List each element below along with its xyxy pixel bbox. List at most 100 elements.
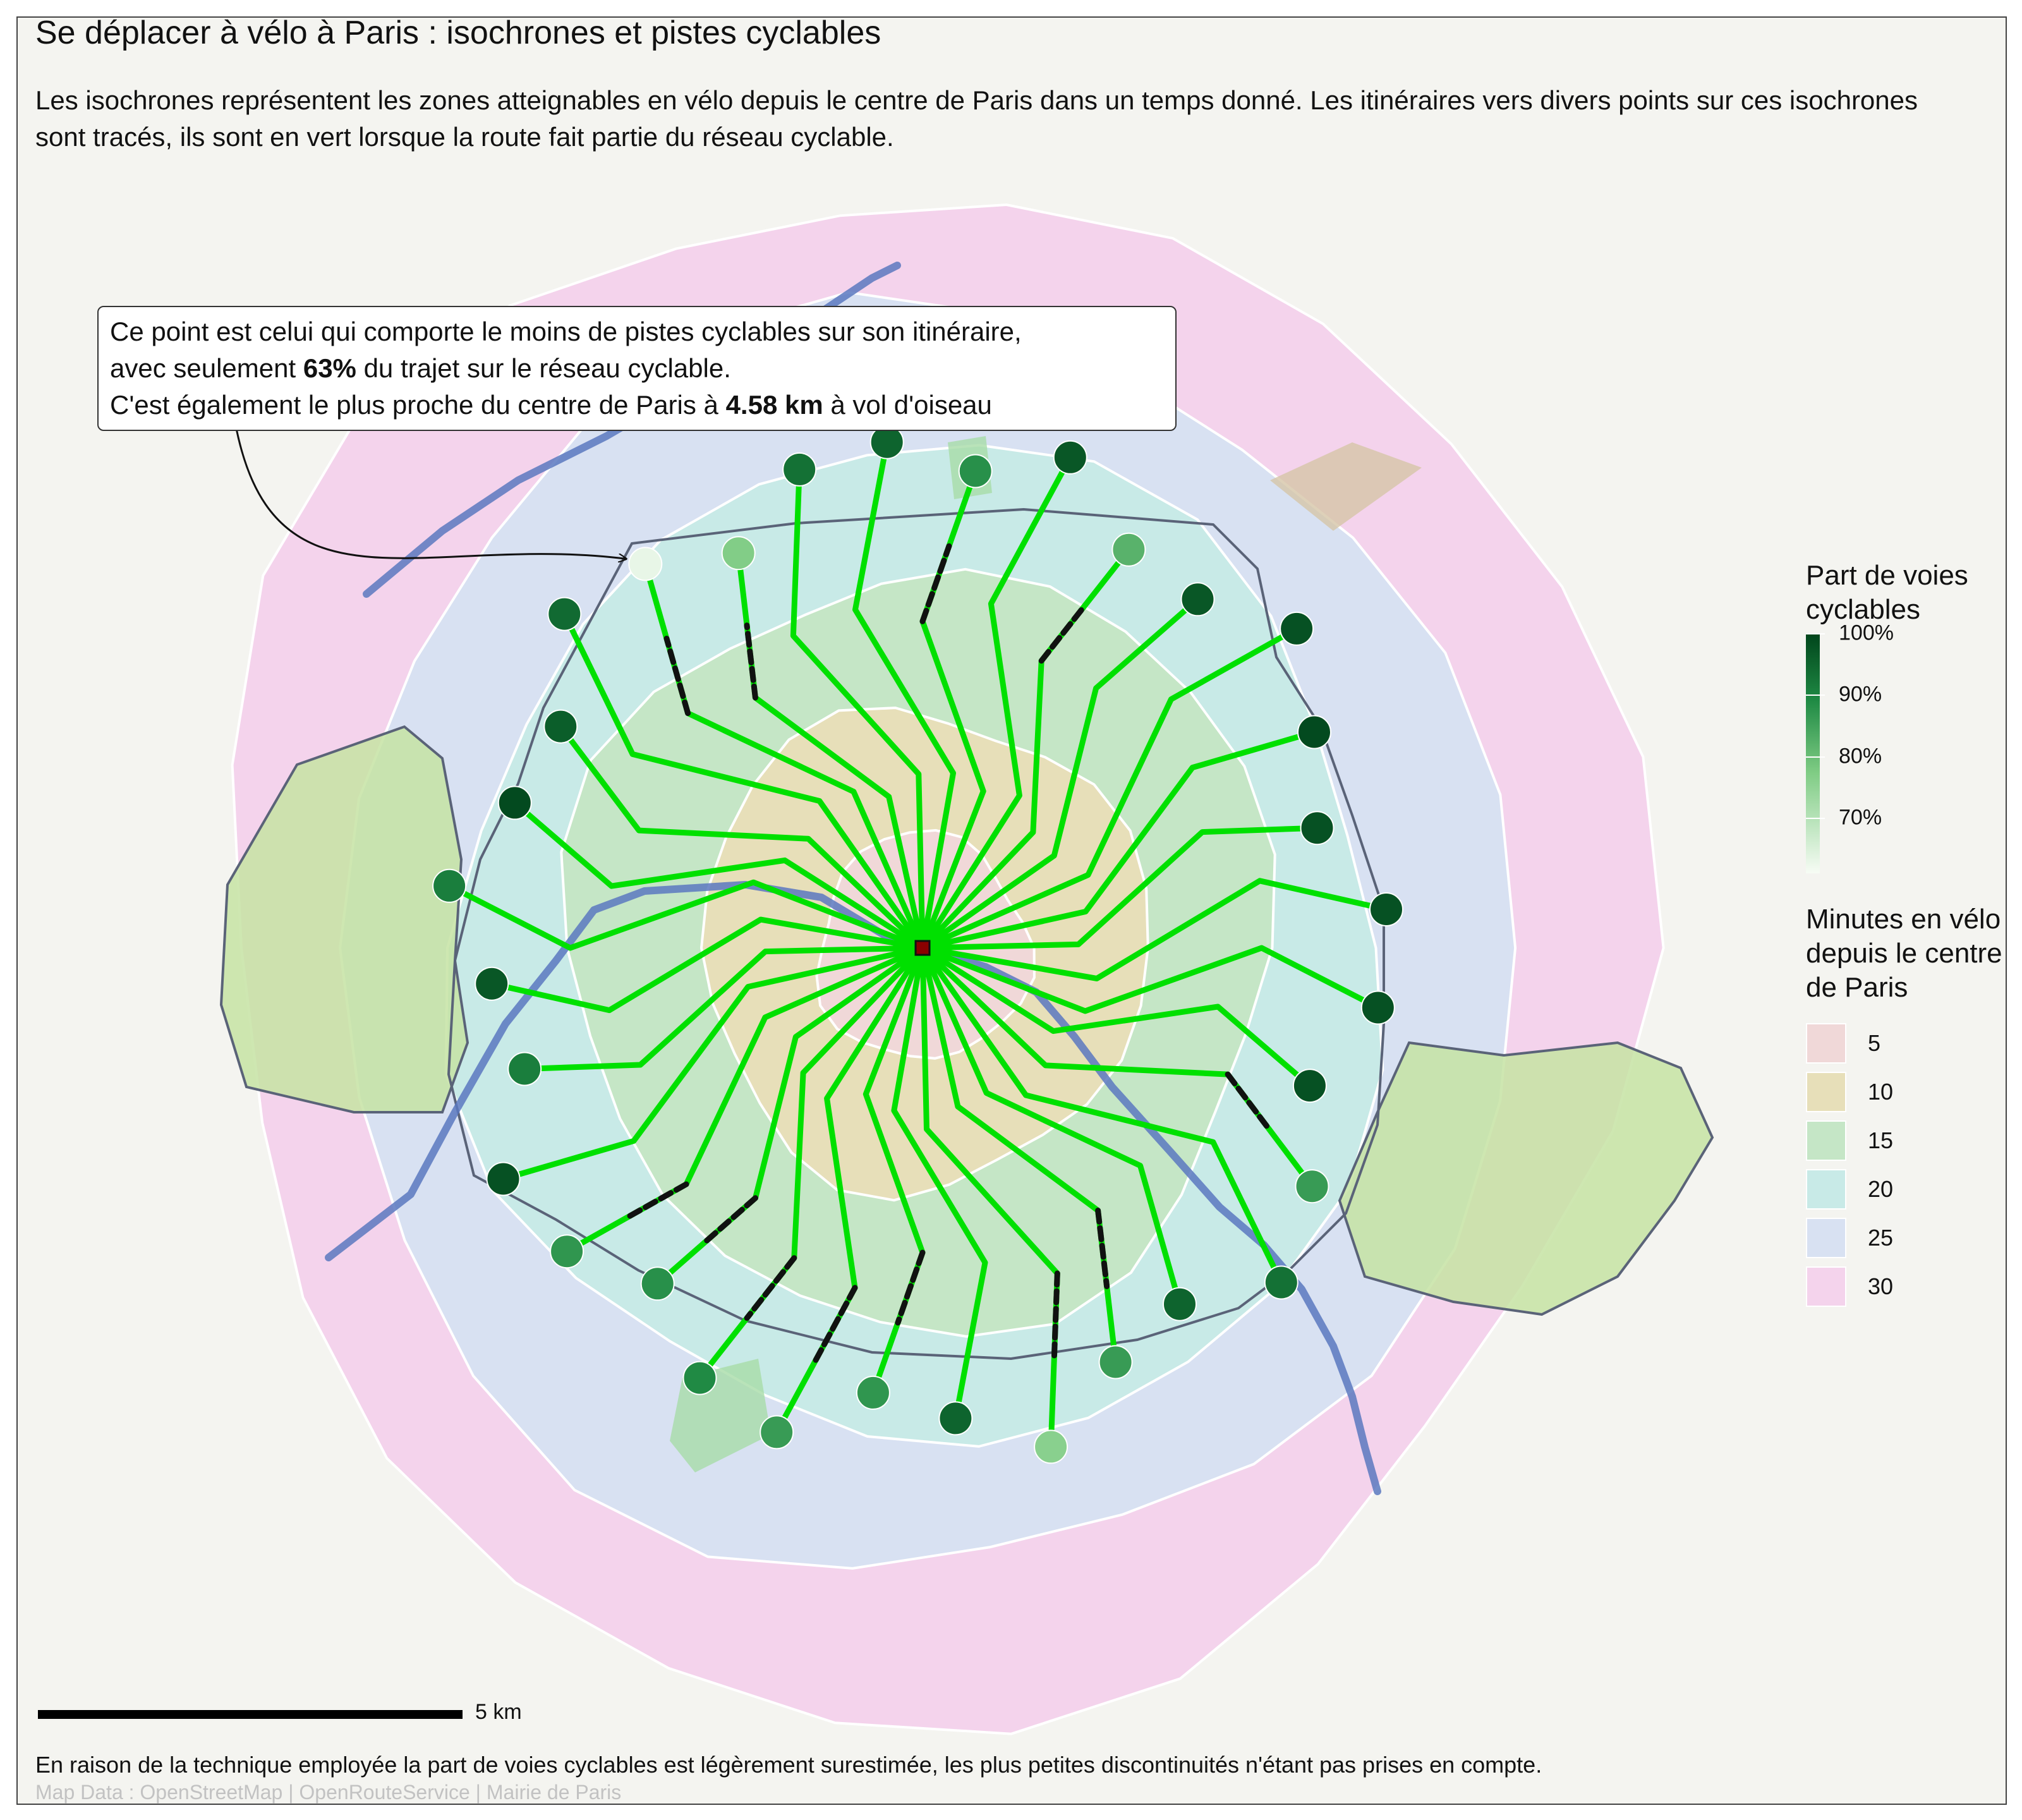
endpoint-marker [475, 966, 509, 1001]
bike-route [488, 916, 926, 1014]
routes-layer [446, 439, 1389, 1450]
page-title: Se déplacer à vélo à Paris : isochrones … [35, 15, 881, 51]
non-cycle-segment [744, 1255, 797, 1321]
legend-category-item: 25 [1806, 1213, 2008, 1262]
annotation-box: Ce point est celui qui comporte le moins… [97, 306, 1177, 431]
bike-route [919, 945, 1315, 1189]
legend-category-item: 30 [1806, 1262, 2008, 1311]
legend-gradient-label: 100% [1839, 621, 1894, 645]
annotation-distance-value: 4.58 km [725, 390, 823, 420]
legend-category-label: 25 [1868, 1224, 1894, 1251]
non-cycle-segment [663, 636, 691, 717]
bike-route [919, 729, 1317, 951]
endpoint-marker [1280, 611, 1314, 646]
non-cycle-segment [703, 1195, 758, 1244]
bike-route [852, 439, 956, 951]
data-credits: Map Data : OpenStreetMap | OpenRouteServ… [35, 1781, 622, 1804]
legend-swatch [1806, 1217, 1846, 1258]
bike-route [919, 626, 1300, 951]
bike-route [919, 878, 1389, 981]
footnote: En raison de la technique employée la pa… [35, 1752, 1542, 1778]
endpoint-marker [1180, 582, 1215, 617]
endpoint-marker [856, 1375, 890, 1410]
bike-route [919, 547, 1132, 951]
legend-category-item: 20 [1806, 1165, 2008, 1213]
annotation-arrow-layer [234, 422, 626, 559]
endpoint-marker [1053, 440, 1087, 475]
legend-gradient-tick [1806, 756, 1825, 758]
legend-swatch [1806, 1022, 1846, 1064]
bois-de-boulogne [219, 725, 469, 1113]
annotation-line-1: Ce point est celui qui comporte le moins… [110, 317, 1022, 346]
endpoint-marker [507, 1052, 542, 1086]
endpoint-marker [640, 1266, 675, 1301]
endpoint-marker [782, 452, 817, 487]
bike-route [919, 945, 1183, 1307]
non-cycle-segment [813, 1285, 858, 1363]
non-cycle-segment [744, 622, 758, 701]
endpoint-marker [721, 536, 756, 571]
endpoint-marker [760, 1415, 794, 1450]
legend-swatch [1806, 1168, 1846, 1210]
non-cycle-segment [1038, 602, 1088, 664]
bike-route [919, 945, 1285, 1285]
bike-route [500, 945, 926, 1182]
legend-swatch [1806, 1071, 1846, 1112]
endpoint-marker [550, 1234, 584, 1269]
endpoint-marker [938, 1401, 973, 1436]
endpoint-marker [1111, 532, 1146, 567]
paris-center-marker [914, 940, 931, 956]
annotation-arrow [234, 422, 626, 559]
endpoint-marker [1369, 892, 1403, 926]
endpoint-marker [497, 786, 532, 820]
endpoint-marker [1297, 715, 1331, 749]
legend-category-label: 5 [1868, 1029, 1881, 1056]
endpoint-marker [958, 454, 993, 488]
bike-route [891, 945, 988, 1421]
scale-bar-label: 5 km [475, 1700, 522, 1724]
seine-river [325, 881, 1381, 1495]
bois-de-vincennes [1338, 1041, 1714, 1316]
legend-category-list: 5 10 15 20 25 30 [1806, 1019, 2008, 1311]
bike-route [790, 466, 926, 951]
legend-category-item: 10 [1806, 1067, 2008, 1116]
bike-route [521, 945, 926, 1072]
non-cycle-segment [895, 1249, 926, 1326]
paris-boundary [447, 507, 1385, 1361]
legend-swatch [1806, 1266, 1846, 1307]
legend-category-title: Minutes en vélo depuis le centre de Pari… [1806, 904, 2002, 1003]
endpoint-marker [486, 1162, 521, 1196]
legend-category-label: 15 [1868, 1127, 1894, 1153]
scale-bar [38, 1710, 463, 1719]
legend-gradient-tick [1806, 633, 1825, 634]
non-cycle-segment [919, 543, 952, 624]
paris-boundary-layer [447, 507, 1385, 1361]
legend-swatch [1806, 1120, 1846, 1161]
bike-route [919, 945, 1060, 1450]
park-northeast [1270, 442, 1422, 531]
non-cycle-segment [1225, 1071, 1273, 1134]
parks-layer [219, 436, 1714, 1472]
bike-route [919, 825, 1320, 951]
endpoint-marker [682, 1361, 717, 1395]
legend-category-label: 20 [1868, 1175, 1894, 1202]
endpoint-marker [628, 547, 663, 581]
bike-route [446, 879, 926, 951]
endpoint-marker [1360, 990, 1395, 1025]
bike-route [919, 945, 1313, 1089]
legend-gradient-bar [1806, 633, 1820, 873]
legend-gradient-tick [1806, 695, 1825, 696]
legend-gradient-tick [1806, 818, 1825, 820]
non-cycle-segment [624, 1181, 689, 1221]
legend-category-item: 15 [1806, 1116, 2008, 1165]
endpoint-marker [1264, 1265, 1299, 1300]
annotation-line-2: avec seulement 63% du trajet sur le rése… [110, 353, 731, 383]
legend-gradient-title: Part de voies cyclables [1806, 560, 1968, 625]
legend-gradient-label: 70% [1839, 805, 1882, 830]
endpoint-marker [1300, 811, 1335, 846]
legend-gradient-label: 90% [1839, 682, 1882, 707]
endpoint-marker [543, 709, 578, 744]
legend-category-label: 10 [1868, 1078, 1894, 1105]
legend: Part de voies cyclables 100% 90% 80% 70% Mi… [1806, 559, 2008, 1311]
